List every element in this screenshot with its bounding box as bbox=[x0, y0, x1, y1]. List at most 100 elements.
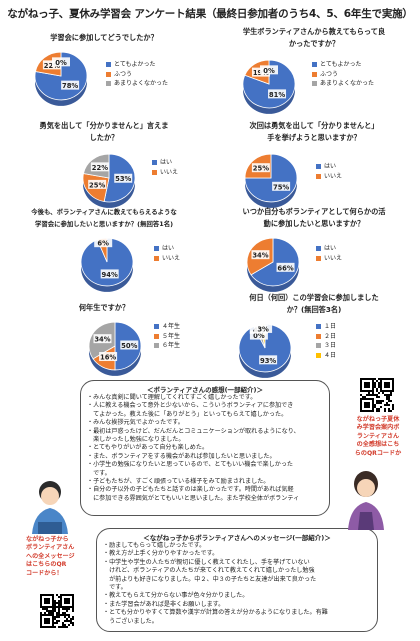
volunteer-comments-title: ＜ボランティアさんの感想(一部紹介)＞ bbox=[146, 386, 264, 394]
text-line: ・人に教える機会って意外と少ないから、こういうボランティアに参加でき bbox=[87, 402, 294, 410]
text-line: ・中学生や学生の人たちが親切に優しく教えてくれたし、手を挙げていない bbox=[103, 558, 310, 566]
chart-legend: １日 ２日 ３日 ４日 bbox=[316, 322, 336, 360]
chart-question-line: かったですか？ bbox=[288, 39, 340, 48]
legend-swatch bbox=[316, 164, 321, 169]
text-line: ・小学生の勉強になりたいと思っているので、とてもいい機会で楽しかった bbox=[87, 461, 294, 469]
legend-label: ２日 bbox=[324, 332, 337, 340]
qr-code-children-messages[interactable] bbox=[40, 594, 74, 628]
text-line: ・子どもたちが、すごく頑張っている様子をみて励まされました。 bbox=[87, 478, 270, 486]
volunteer-comments-list: ・みんな真剣に聞いて理解してくれてすごく嬉しかったです。 ・人に教える機会って意外… bbox=[87, 394, 323, 503]
chart-question-line: 動に参加したいと思いますか？ bbox=[263, 219, 365, 228]
text-line: てよかった。教えた後に「ありがとう」といってもらえて嬉しかった。 bbox=[87, 410, 288, 418]
text-line: の全感想はこち bbox=[356, 441, 400, 449]
slice-label-bg bbox=[52, 57, 70, 67]
legend-label: いいえ bbox=[324, 254, 343, 262]
chart-legend: とてもよかったふつう あまりよくなかった bbox=[312, 60, 374, 89]
chart-panel-grade: 何年生ですか？ 50% 16% 34% ４年生 ５年生 ６年生 bbox=[6, 292, 202, 387]
pie-chart: 66% 34% bbox=[246, 237, 300, 292]
legend-item: とてもよかった bbox=[106, 60, 168, 70]
legend-label: １日 bbox=[324, 323, 337, 330]
slice-label-bg bbox=[100, 269, 119, 279]
slice-label-bg bbox=[120, 340, 139, 350]
legend-swatch bbox=[152, 160, 157, 165]
volunteer-comments-qr-caption: ながねっ子夏休 み学習会案内ボ ランティアさん の全感想はこち らのQRコードか bbox=[340, 416, 416, 458]
text-line: ・教えてもらえて分からない事が色々分かりました。 bbox=[103, 592, 249, 600]
legend-item: あまりよくなかった bbox=[312, 79, 374, 89]
legend-label: いいえ bbox=[162, 254, 181, 262]
text-line: ・みんな真剣に聞いて理解してくれてすごく嬉しかったです。 bbox=[87, 394, 257, 401]
chart-question-line: か？(無回答3名) bbox=[286, 305, 342, 314]
chart-question-line: 勇気を出して「分かりませんと」言えま bbox=[39, 121, 169, 130]
slice-label-bg bbox=[249, 330, 268, 340]
slice-label: 3% bbox=[257, 325, 269, 333]
text-line: ・みんな挨拶元気でよかったです。 bbox=[87, 419, 184, 427]
legend-label: いいえ bbox=[324, 172, 343, 180]
text-line: 楽しかったし勉強になりました。 bbox=[87, 436, 185, 444]
text-line: み学習会案内ボ bbox=[356, 424, 400, 432]
legend-item: あまりよくなかった bbox=[106, 79, 168, 89]
chart-legend: はい いいえ bbox=[316, 244, 342, 263]
slice-label-bg bbox=[276, 262, 295, 272]
qr-code-volunteer-comments[interactable] bbox=[360, 378, 394, 412]
legend-swatch bbox=[312, 81, 317, 86]
slice-label-bg bbox=[259, 355, 278, 365]
slice-label-bg bbox=[114, 173, 133, 183]
slice-label: 34% bbox=[94, 336, 110, 344]
chart-question-line: 学習会に参加してどうでしたか？ bbox=[50, 33, 158, 42]
legend-label: ４年生 bbox=[162, 323, 181, 330]
slice-label: 0% bbox=[263, 67, 275, 75]
legend-item: はい bbox=[316, 162, 342, 172]
text-line: ・また学習会があれば是非くお願いします。 bbox=[103, 600, 225, 608]
chart-question: 学習会に参加してどうでしたか？ bbox=[6, 32, 202, 44]
pie-chart: 53% 25% 22% bbox=[82, 153, 136, 208]
legend-label: とてもよかった bbox=[320, 61, 362, 68]
chart-question-line: 手を挙げようと思いますか？ bbox=[267, 133, 361, 142]
legend-swatch bbox=[316, 352, 321, 358]
chart-question: 今後も、ボランティアさんに教えてもらえるような 学習会に参加したいと思いますか？(… bbox=[6, 206, 202, 230]
legend-label: ５年生 bbox=[162, 332, 181, 340]
text-line: はこちらのQR bbox=[26, 561, 67, 569]
slice-label: 93% bbox=[260, 357, 276, 365]
text-line: が前よりも好きになりました。中２、中３の子たちと友達が出来て良かった bbox=[103, 575, 317, 583]
chart-legend: とてもよかった ふつうあまりよくなかった bbox=[106, 60, 168, 89]
legend-swatch bbox=[316, 333, 321, 339]
chart-question: 次回は勇気を出して「分かりませんと」 手を挙げようと思いますか？ bbox=[216, 120, 412, 144]
text-line: ・とてもやりがいがあって自分も楽しめた。 bbox=[87, 444, 209, 452]
legend-swatch bbox=[154, 333, 159, 339]
chart-question-line: 何年生ですか？ bbox=[78, 303, 130, 312]
chart-panel-courage: 勇気を出して「分かりませんと」言えま したか？ 53% 25% 22% はい いいえ bbox=[6, 118, 202, 213]
legend-item: とてもよかった bbox=[312, 60, 374, 70]
legend-label: あまりよくなかった bbox=[114, 80, 169, 87]
legend-label: とてもよかった bbox=[114, 61, 156, 68]
legend-swatch bbox=[316, 246, 321, 251]
legend-label: あまりよくなかった bbox=[320, 80, 375, 87]
legend-label: ６年生 bbox=[162, 342, 181, 349]
legend-item: ２日 bbox=[316, 332, 336, 342]
children-messages-title: ＜ながねっ子からボランティアさんへのメッセージ(一部紹介)＞ bbox=[143, 534, 331, 542]
legend-item: ふつう bbox=[312, 70, 374, 80]
text-line: ・励ましてもらって嬉しかったです。 bbox=[103, 542, 206, 549]
text-line: ・最初は戸惑ったけど、だんだんとコミュニケーションが取れるようになり、 bbox=[87, 427, 300, 435]
legend-swatch bbox=[316, 255, 321, 261]
text-line: ・教え方が上手く分かりやすかったです。 bbox=[103, 550, 219, 558]
slice-label: 66% bbox=[277, 264, 293, 272]
chart-question-line: 今後も、ボランティアさんに教えてもらえるような bbox=[31, 208, 177, 216]
legend-item: はい bbox=[154, 244, 180, 254]
slice-label-bg bbox=[260, 65, 278, 75]
legend-swatch bbox=[316, 173, 321, 179]
legend-item: ふつう bbox=[106, 70, 168, 80]
legend-item: いいえ bbox=[152, 168, 178, 178]
slice-label-bg bbox=[42, 60, 61, 70]
slice-label: 25% bbox=[89, 181, 105, 189]
chart-question-line: したか？ bbox=[89, 133, 119, 142]
legend-swatch bbox=[106, 81, 111, 86]
slice-label: 6% bbox=[97, 240, 109, 248]
legend-label: ふつう bbox=[114, 70, 133, 78]
children-messages-list: ・励ましてもらって嬉しかったです。 ・教え方が上手く分かりやすかったです。 ・中学生… bbox=[103, 542, 371, 626]
legend-item: ３日 bbox=[316, 341, 336, 351]
text-line: ・自分の子以外の子どもたちと話すのは楽しかったです。時間があれば気軽 bbox=[87, 486, 294, 494]
pie-chart: 78% 22%0% bbox=[34, 51, 88, 106]
pie-chart: 81%19%0% bbox=[242, 59, 296, 114]
chart-panel-future-participation: 今後も、ボランティアさんに教えてもらえるような 学習会に参加したいと思いますか？(… bbox=[6, 204, 202, 299]
